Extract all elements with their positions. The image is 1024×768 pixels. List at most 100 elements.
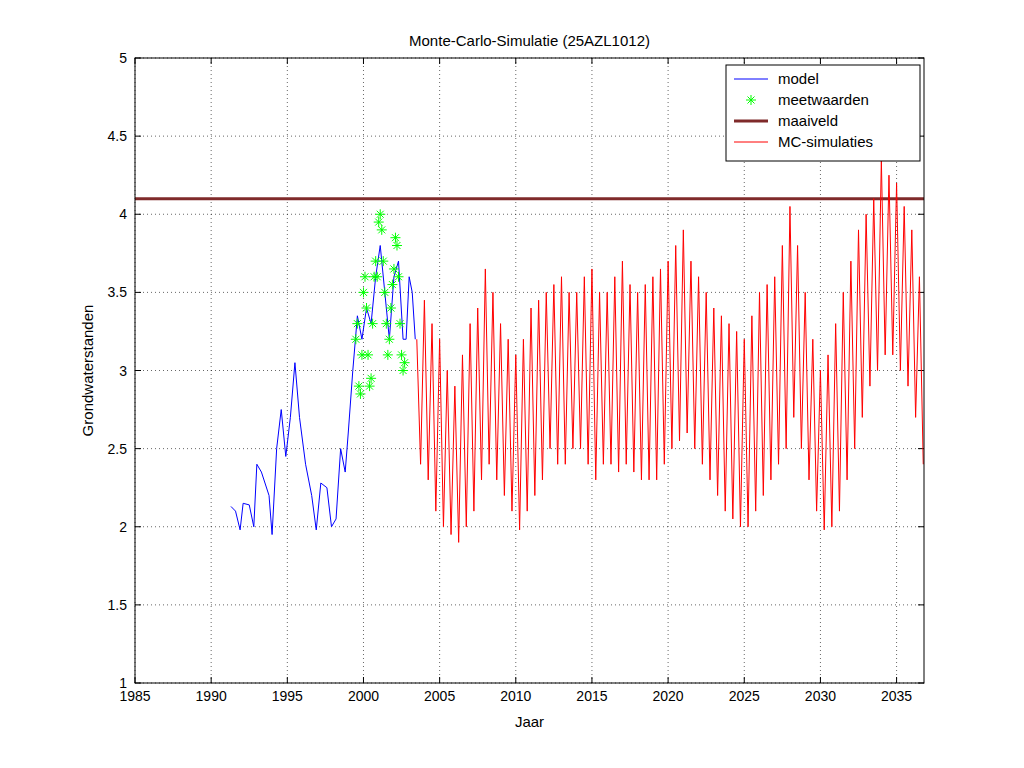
grid [135,58,924,683]
y-grid-line [135,214,924,215]
y-axis-label: Grondwaterstanden [79,305,96,437]
data-point [354,381,364,391]
legend-label: maaiveld [778,112,838,129]
legend-marker [746,95,756,105]
x-tick [211,58,212,64]
data-point [378,256,388,266]
plot-area [135,58,924,683]
y-tick [135,448,141,449]
x-tick-label: 1990 [196,688,227,704]
x-tick [820,58,821,64]
legend: model meetwaarden maaiveld MC-simulaties [726,65,920,161]
data [135,160,924,543]
y-tick [918,214,924,215]
data-point [366,373,376,383]
y-tick [135,604,141,605]
y-tick-label: 2 [119,519,127,535]
data-line [231,246,415,535]
data-point [352,319,362,329]
legend-box [726,65,920,161]
x-tick-label: 2035 [881,688,912,704]
data-line [417,160,923,543]
y-tick-label: 4.5 [108,128,128,144]
data-point [386,303,396,313]
y-grid-line [135,604,924,605]
x-tick-label: 1995 [272,688,303,704]
x-tick-label: 2005 [424,688,455,704]
x-tick [591,677,592,683]
x-tick [363,58,364,64]
data-point [390,233,400,243]
legend-label: model [778,70,819,87]
data-point [389,264,399,274]
x-tick-label: 2030 [805,688,836,704]
data-point [384,334,394,344]
y-grid-line [135,448,924,449]
x-tick-label: 2020 [653,688,684,704]
data-line [135,197,924,200]
y-tick-label: 1 [119,675,127,691]
x-tick [363,677,364,683]
legend-line [734,120,768,123]
data-point [363,350,373,360]
y-tick [918,604,924,605]
x-tick [211,677,212,683]
data-point [380,287,390,297]
x-tick [287,677,288,683]
data-point [358,287,368,297]
y-tick-label: 5 [119,50,127,66]
y-tick-label: 3 [119,363,127,379]
data-point [365,381,375,391]
legend-line [734,79,768,80]
x-tick [820,677,821,683]
x-tick-label: 2025 [729,688,760,704]
x-tick [668,58,669,64]
x-tick [668,677,669,683]
y-tick [135,292,141,293]
title: Monte-Carlo-Simulatie (25AZL1012) [409,32,650,49]
chart: 1985199019952000200520102015202020252030… [0,0,1024,768]
data-point [394,272,404,282]
x-tick [439,677,440,683]
x-tick-label: 2015 [576,688,607,704]
x-tick [591,58,592,64]
y-tick-label: 4 [119,206,127,222]
x-tick [287,58,288,64]
ticks: 1985199019952000200520102015202020252030… [108,50,924,704]
data-point [351,334,361,344]
data-point [368,319,378,329]
data-point [392,241,402,251]
x-tick [896,58,897,64]
data-point [360,272,370,282]
y-tick [918,526,924,527]
x-tick [515,677,516,683]
plot-frame [135,58,924,683]
x-axis-label: Jaar [515,713,544,730]
data-point [400,358,410,368]
x-tick [515,58,516,64]
x-tick [744,677,745,683]
legend-line [734,142,768,143]
background [0,0,1024,768]
x-tick [896,677,897,683]
y-tick [135,136,141,137]
data-point [387,280,397,290]
y-tick-label: 2.5 [108,441,128,457]
data-point [381,319,391,329]
y-tick-label: 1.5 [108,597,128,613]
y-tick [135,370,141,371]
data-point [377,225,387,235]
data-point [398,366,408,376]
x-tick-label: 2010 [500,688,531,704]
legend-label: meetwaarden [778,91,869,108]
x-tick [439,58,440,64]
data-point [383,350,393,360]
data-point [372,272,382,282]
x-tick-label: 2000 [348,688,379,704]
y-tick [135,214,141,215]
y-tick-label: 3.5 [108,284,128,300]
data-point [355,389,365,399]
legend-label: MC-simulaties [778,133,873,150]
y-tick [135,526,141,527]
x-tick [744,58,745,64]
